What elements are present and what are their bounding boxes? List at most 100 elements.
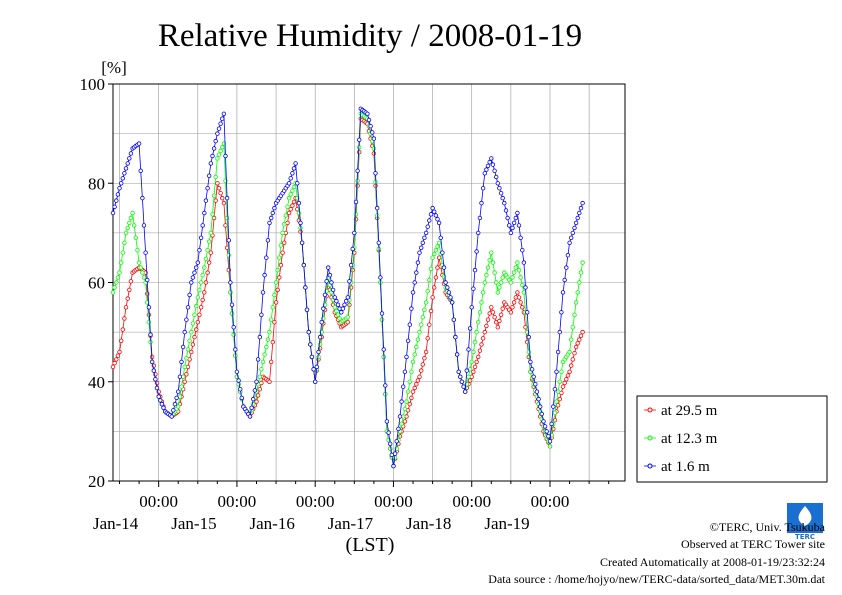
data-point [433,213,439,218]
data-point [286,181,292,186]
data-point [467,378,473,383]
terc-logo: TERC [787,503,823,541]
series-line [112,117,583,467]
data-point [257,387,262,392]
data-point [290,203,295,208]
data-point [428,266,434,272]
data-point [128,215,134,221]
data-point [247,414,253,419]
data-point [324,279,329,284]
data-point [471,349,476,355]
data-point [345,320,350,325]
data-point [143,250,148,255]
data-point [182,379,187,384]
data-point [272,292,277,298]
data-point [396,426,401,432]
data-point [547,444,553,449]
data-point [560,384,566,389]
data-point [570,325,575,330]
data-point [365,111,370,116]
data-point [366,117,372,123]
data-point [112,204,117,209]
data-point [179,384,184,389]
data-point [497,185,502,191]
data-point [573,344,579,350]
data-point [136,141,142,146]
data-point [280,230,285,236]
data-point [567,240,572,245]
x-tick-label-day: Jan-14 [93,514,139,533]
data-point [125,296,130,301]
data-point [140,270,145,275]
data-point [120,250,125,255]
data-point [114,357,119,362]
data-point [420,240,425,245]
data-point [286,210,292,216]
data-point [456,369,461,374]
copyright-text: ©TERC, Univ. Tsukuba [710,520,826,534]
data-point [577,280,582,285]
data-point [296,200,302,206]
data-point [555,389,561,394]
data-point [190,275,196,280]
data-point [215,156,220,161]
data-point [184,317,189,322]
data-point [257,374,262,379]
data-point [189,280,194,285]
data-point [206,260,212,265]
data-point [423,230,429,236]
data-point [557,396,562,402]
data-point [412,352,417,357]
data-point [153,377,158,382]
data-point [565,373,571,378]
data-point [477,348,483,353]
data-point [500,275,505,280]
legend-entry: at 12.3 m [661,431,718,447]
data-point [466,374,471,379]
data-point [555,349,561,355]
data-point [110,210,116,216]
data-point [154,385,160,391]
data-point [536,396,541,402]
data-point [122,171,127,176]
data-point [223,153,228,159]
data-point [531,374,536,379]
data-point [117,185,122,191]
data-point [485,265,491,270]
data-point [272,320,277,325]
x-tick-label-time: 00:00 [531,492,570,511]
data-point [490,310,496,315]
data-point [371,136,377,141]
x-tick-label-time: 00:00 [218,492,257,511]
data-point [443,280,448,285]
data-point [175,404,181,409]
data-point [370,130,375,135]
data-point [326,265,331,270]
data-point [469,359,474,365]
data-point [159,401,165,407]
x-tick-label-day: Jan-16 [250,514,295,533]
data-point [428,212,434,217]
data-point [317,334,323,340]
data-point [510,275,515,280]
data-point [484,167,489,172]
data-point [290,171,295,176]
data-point [231,325,236,330]
data-point [523,285,528,290]
data-point [278,243,284,248]
data-source-text: Data source : /home/hojyo/new/TERC-data/… [488,572,825,586]
data-point [218,148,223,154]
data-point [578,270,584,275]
data-point [352,230,357,236]
data-point [141,223,147,228]
data-point [125,161,130,166]
data-point [399,399,404,404]
data-point [127,220,132,226]
data-point [489,305,494,310]
data-point [399,421,404,427]
data-point [262,272,267,278]
y-tick-label: 100 [80,75,106,94]
data-point [335,312,341,317]
data-point [288,192,293,197]
data-point [549,421,554,427]
